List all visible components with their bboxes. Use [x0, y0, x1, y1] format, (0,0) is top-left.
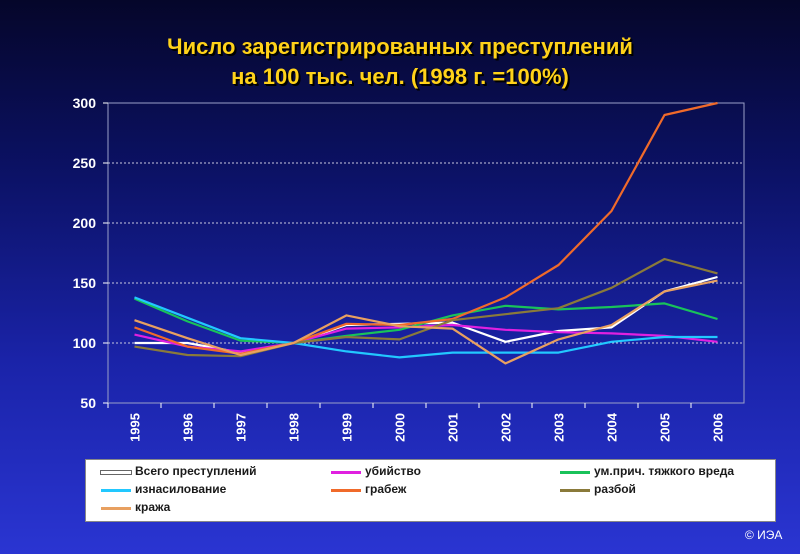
plot-area [107, 102, 745, 404]
presentation-board-icon [613, 495, 639, 518]
x-tick-label: 2003 [552, 413, 567, 442]
series-line-5 [134, 257, 718, 358]
chart-title-line2: на 100 тыс. чел. (1998 г. =100%) [231, 64, 569, 89]
legend-swatch [101, 489, 131, 492]
x-tick-label: 2004 [605, 412, 620, 442]
series-line-4 [134, 101, 718, 355]
legend-label: убийство [365, 464, 421, 478]
series-line-0 [134, 275, 718, 354]
line-chart: 50 100 150 200 250 300 1995 1996 1997 1998 1999 200… [73, 95, 745, 442]
y-tick-label: 200 [73, 215, 97, 231]
x-tick-label: 2006 [711, 413, 726, 442]
legend-label: Всего преступлений [135, 464, 257, 478]
series-line-2 [134, 297, 718, 345]
legend-swatch [331, 471, 361, 474]
y-tick-label: 50 [80, 395, 96, 411]
legend-label: ум.прич. тяжкого вреда [594, 464, 735, 478]
x-tick-label: 1996 [181, 413, 196, 442]
x-tick-label: 2005 [658, 413, 673, 442]
legend-label: кража [135, 500, 171, 514]
y-tick-label: 300 [73, 95, 97, 111]
chart-legend: Всего преступлений убийство ум.прич. тяжко… [85, 459, 776, 522]
legend-label: изнасилование [135, 482, 227, 496]
y-tick-label: 250 [73, 155, 97, 171]
legend-label: грабеж [365, 482, 407, 496]
y-tick-label: 150 [73, 275, 97, 291]
chart-title-line1: Число зарегистрированных преступлений [167, 34, 633, 59]
watermark-text: MyShared [650, 491, 764, 519]
legend-label: разбой [594, 482, 636, 496]
legend-swatch [101, 471, 131, 474]
x-tick-label: 1999 [340, 413, 355, 442]
x-tick-label: 1998 [287, 413, 302, 442]
x-tick-label: 2002 [499, 413, 514, 442]
legend-swatch [560, 489, 590, 492]
copyright-text: © ИЭА [745, 528, 783, 542]
y-tick-label: 100 [73, 335, 97, 351]
series-line-6 [134, 279, 718, 365]
series-line-1 [134, 323, 718, 353]
x-tick-label: 1997 [234, 413, 249, 442]
legend-swatch [560, 471, 590, 474]
x-tick-label: 2001 [446, 413, 461, 442]
x-tick-label: 1995 [128, 413, 143, 442]
legend-swatch [331, 489, 361, 492]
legend-swatch [101, 507, 131, 510]
x-tick-label: 2000 [393, 413, 408, 442]
series-line-3 [134, 296, 718, 359]
